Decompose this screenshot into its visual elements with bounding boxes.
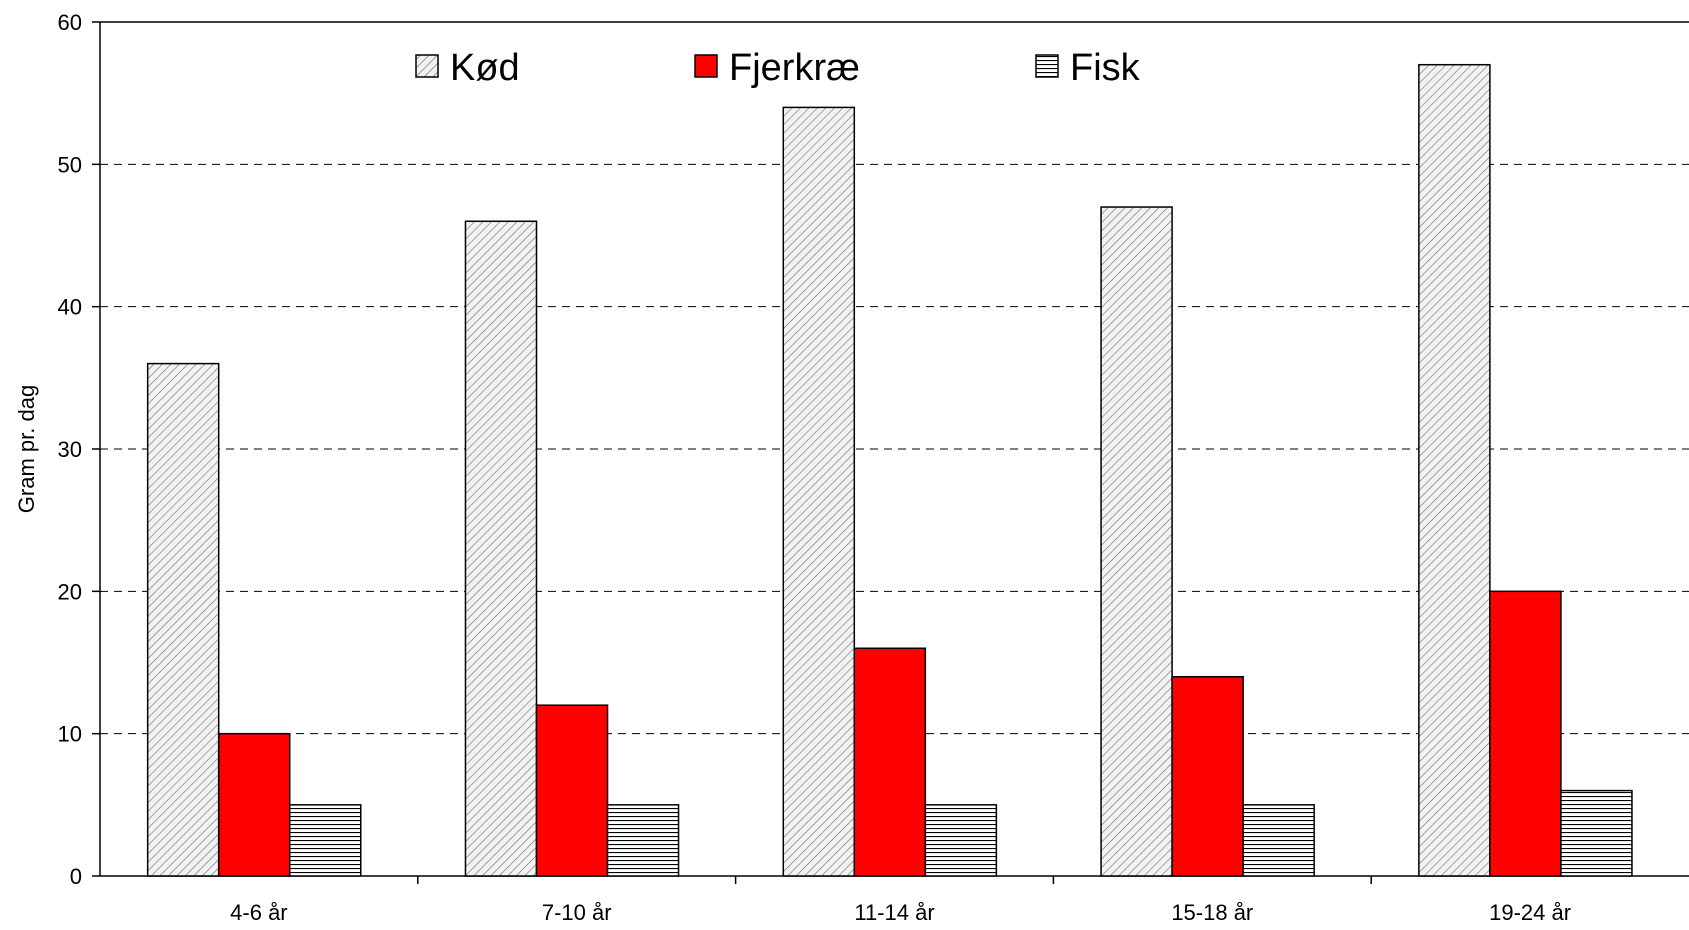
legend-label: Fisk [1070, 47, 1141, 89]
bar-fjerkr--0 [217, 732, 291, 877]
bar-fjerkr--2 [853, 647, 927, 877]
legend: Kød Fjerkræ Fisk [415, 47, 1141, 89]
legend-swatch [1035, 54, 1059, 78]
x-tick-label: 11-14 år [854, 900, 934, 925]
y-tick-label: 50 [58, 152, 82, 177]
bar-k-d-3 [1100, 206, 1173, 877]
y-tick-label: 0 [70, 864, 82, 889]
y-tick-label: 30 [58, 437, 82, 462]
x-tick-label: 19-24 år [1489, 900, 1571, 925]
bar-fisk-4 [1560, 789, 1633, 877]
tick-labels: 0 10 20 30 40 50 60 4-6 år 7-10 år 11-14 år 15-18 … [58, 10, 1572, 925]
y-tick-label: 60 [58, 10, 82, 35]
x-tick-label: 4-6 år [230, 900, 287, 925]
bar-k-d-1 [464, 220, 538, 877]
bar-k-d-2 [782, 106, 856, 877]
bars [146, 63, 1633, 877]
x-tick-label: 7-10 år [542, 900, 612, 925]
bar-fjerkr--4 [1489, 590, 1562, 877]
y-tick-label: 10 [58, 722, 82, 747]
bar-fisk-0 [288, 804, 362, 877]
y-axis-label: Gram pr. dag [14, 385, 39, 513]
bar-fisk-3 [1242, 804, 1315, 877]
y-tick-label: 40 [58, 295, 82, 320]
legend-swatch [415, 54, 439, 78]
legend-label: Kød [450, 47, 520, 89]
bar-k-d-4 [1418, 63, 1491, 877]
x-tick-label: 15-18 år [1171, 900, 1253, 925]
bar-fjerkr--3 [1171, 675, 1244, 877]
bar-k-d-0 [146, 362, 220, 877]
legend-swatch [694, 54, 718, 78]
y-tick-label: 20 [58, 579, 82, 604]
bar-fisk-2 [924, 804, 998, 877]
bar-fisk-1 [606, 804, 680, 877]
legend-label: Fjerkræ [729, 47, 860, 89]
bar-fjerkr--1 [535, 704, 609, 877]
